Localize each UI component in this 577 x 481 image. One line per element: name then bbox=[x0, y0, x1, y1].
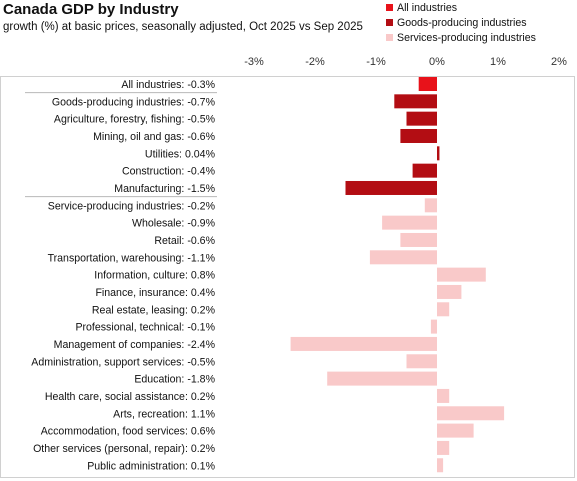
bar bbox=[382, 215, 437, 230]
plot-frame bbox=[0, 76, 575, 478]
bars bbox=[290, 77, 505, 473]
bar bbox=[345, 180, 437, 195]
bar bbox=[406, 111, 437, 126]
category-label: Arts, recreation: 1.1% bbox=[113, 408, 215, 420]
x-tick-label: -2% bbox=[305, 56, 325, 68]
legend-label: All industries bbox=[397, 2, 457, 14]
legend-label: Goods-producing industries bbox=[397, 17, 527, 29]
legend: All industries Goods-producing industries… bbox=[386, 2, 536, 44]
category-label: Finance, insurance: 0.4% bbox=[95, 287, 215, 299]
bar bbox=[437, 458, 444, 473]
bar bbox=[369, 250, 437, 265]
category-label: Service-producing industries: -0.2% bbox=[48, 200, 216, 212]
x-axis: -3% -2% -1% 0% 1% 2% bbox=[244, 56, 567, 68]
bar bbox=[437, 267, 486, 282]
bar bbox=[437, 423, 474, 438]
category-label: Administration, support services: -0.5% bbox=[31, 356, 215, 368]
bar bbox=[437, 406, 505, 421]
bar bbox=[400, 128, 437, 143]
category-label: Retail: -0.6% bbox=[154, 235, 215, 247]
category-label: Public administration: 0.1% bbox=[87, 460, 215, 472]
category-label: All industries: -0.3% bbox=[121, 79, 215, 91]
bar bbox=[430, 319, 437, 334]
bar bbox=[437, 388, 450, 403]
category-label: Management of companies: -2.4% bbox=[54, 339, 216, 351]
category-label: Transportation, warehousing: -1.1% bbox=[48, 252, 216, 264]
bar bbox=[437, 284, 462, 299]
chart-title: Canada GDP by Industry bbox=[3, 1, 179, 18]
category-labels: All industries: -0.3% Goods-producing ind… bbox=[25, 79, 217, 472]
x-tick-label: 0% bbox=[429, 56, 445, 68]
x-tick-label: 2% bbox=[551, 56, 567, 68]
x-tick-label: 1% bbox=[490, 56, 506, 68]
category-label: Education: -1.8% bbox=[134, 374, 215, 386]
bar bbox=[437, 146, 440, 161]
bar bbox=[437, 302, 450, 317]
legend-label: Services-producing industries bbox=[397, 32, 536, 44]
bar bbox=[406, 354, 437, 369]
legend-swatch bbox=[386, 19, 393, 26]
category-label: Wholesale: -0.9% bbox=[132, 218, 216, 230]
bar bbox=[394, 94, 437, 109]
chart-subtitle: growth (%) at basic prices, seasonally a… bbox=[3, 21, 363, 33]
bar bbox=[418, 77, 437, 91]
category-label: Utilities: 0.04% bbox=[145, 148, 216, 160]
category-label: Professional, technical: -0.1% bbox=[75, 322, 215, 334]
plot-border bbox=[0, 76, 575, 478]
legend-swatch bbox=[386, 34, 393, 41]
category-label: Manufacturing: -1.5% bbox=[114, 183, 215, 195]
bar bbox=[437, 440, 450, 455]
category-label: Health care, social assistance: 0.2% bbox=[45, 391, 216, 403]
bar bbox=[327, 371, 437, 386]
category-label: Real estate, leasing: 0.2% bbox=[92, 304, 216, 316]
bar bbox=[290, 336, 437, 351]
category-label: Goods-producing industries: -0.7% bbox=[52, 96, 216, 108]
legend-swatch bbox=[386, 4, 393, 11]
x-tick-label: -3% bbox=[244, 56, 264, 68]
x-tick-label: -1% bbox=[366, 56, 386, 68]
category-label: Information, culture: 0.8% bbox=[94, 270, 215, 282]
category-label: Mining, oil and gas: -0.6% bbox=[93, 131, 215, 143]
category-label: Agriculture, forestry, fishing: -0.5% bbox=[54, 114, 216, 126]
bar bbox=[400, 232, 437, 247]
bar bbox=[412, 163, 437, 178]
category-label: Construction: -0.4% bbox=[122, 166, 216, 178]
category-label: Other services (personal, repair): 0.2% bbox=[33, 443, 216, 455]
category-label: Accommodation, food services: 0.6% bbox=[41, 426, 216, 438]
bar bbox=[424, 198, 437, 213]
